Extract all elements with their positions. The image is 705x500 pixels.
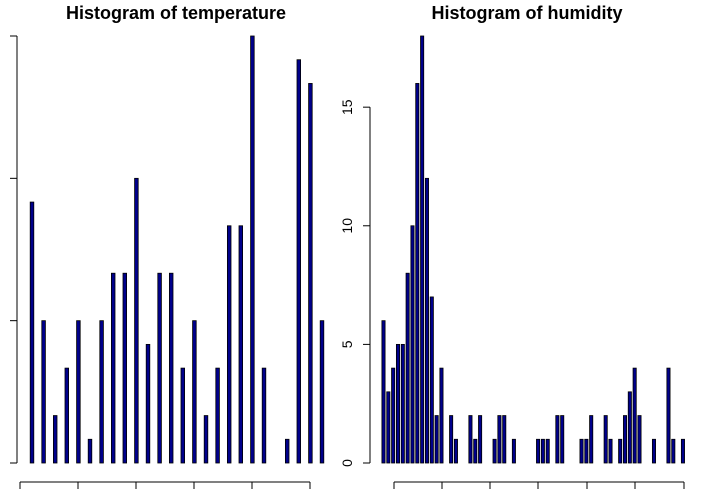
temperature-chart-title: Histogram of temperature: [66, 3, 286, 23]
temperature-bar: [192, 320, 197, 464]
temperature-bar: [29, 201, 35, 464]
humidity-bar: [632, 367, 637, 464]
temperature-bar: [308, 83, 313, 464]
temperature-plot: [10, 35, 325, 489]
humidity-y-tick-label: 10: [339, 218, 355, 234]
humidity-bar: [584, 438, 589, 464]
temperature-bar: [87, 438, 93, 464]
humidity-bar: [400, 343, 405, 464]
temperature-bar: [122, 272, 127, 464]
temperature-bar: [296, 59, 301, 464]
humidity-bar: [623, 415, 628, 464]
humidity-bar: [415, 83, 420, 464]
temperature-bar: [180, 367, 185, 464]
temperature-bar: [53, 415, 58, 464]
humidity-bar: [502, 415, 507, 464]
temperature-bar: [64, 367, 69, 464]
temperature-bar: [319, 320, 325, 464]
humidity-bar: [603, 415, 608, 464]
humidity-bar: [651, 438, 656, 464]
humidity-plot: 0 5 10 15: [339, 35, 685, 489]
humidity-bar: [449, 415, 454, 464]
temperature-bar: [284, 438, 290, 464]
humidity-bar: [680, 438, 685, 464]
humidity-bar: [391, 367, 396, 464]
temperature-bar: [250, 35, 255, 464]
temperature-bar: [168, 272, 174, 464]
humidity-y-tick-label: 15: [339, 99, 355, 115]
humidity-bar: [429, 296, 434, 464]
temperature-bar: [145, 343, 151, 464]
humidity-bar: [618, 438, 623, 464]
temperature-bar: [157, 272, 162, 464]
humidity-bar: [434, 415, 439, 464]
humidity-bar: [540, 438, 545, 464]
humidity-bar: [511, 438, 516, 464]
temperature-bar: [215, 367, 220, 464]
temperature-bar: [111, 272, 116, 464]
humidity-bar: [555, 415, 560, 464]
temperature-bar: [76, 320, 81, 464]
humidity-y-tick-label: 0: [339, 459, 355, 467]
temperature-bar: [99, 320, 104, 464]
humidity-bar: [666, 367, 671, 464]
humidity-bar: [424, 177, 429, 464]
humidity-bar: [627, 391, 632, 464]
humidity-bar: [589, 415, 594, 464]
humidity-bar: [560, 415, 565, 464]
humidity-bar: [386, 391, 391, 464]
humidity-bar: [497, 415, 502, 464]
humidity-bar: [439, 367, 444, 464]
humidity-bar: [468, 415, 473, 464]
humidity-bar: [405, 272, 410, 464]
humidity-bar: [536, 438, 541, 464]
humidity-bar: [453, 438, 458, 464]
temperature-bar: [238, 225, 243, 464]
humidity-bar: [545, 438, 550, 464]
humidity-bar: [395, 343, 400, 464]
humidity-chart-title: Histogram of humidity: [431, 3, 622, 23]
humidity-y-tick-label: 5: [339, 340, 355, 348]
humidity-bar: [579, 438, 584, 464]
humidity-bar: [420, 35, 425, 464]
humidity-bar: [410, 225, 415, 464]
temperature-bar: [203, 415, 209, 464]
temperature-bar: [41, 320, 46, 464]
humidity-bar: [473, 438, 478, 464]
humidity-bar: [637, 415, 642, 464]
humidity-bar: [478, 415, 483, 464]
humidity-bar: [671, 438, 676, 464]
humidity-bar: [381, 320, 386, 464]
temperature-bar: [134, 177, 139, 464]
humidity-bar: [492, 438, 497, 464]
temperature-bar: [226, 225, 232, 464]
temperature-bar: [261, 367, 267, 464]
humidity-bar: [608, 438, 613, 464]
